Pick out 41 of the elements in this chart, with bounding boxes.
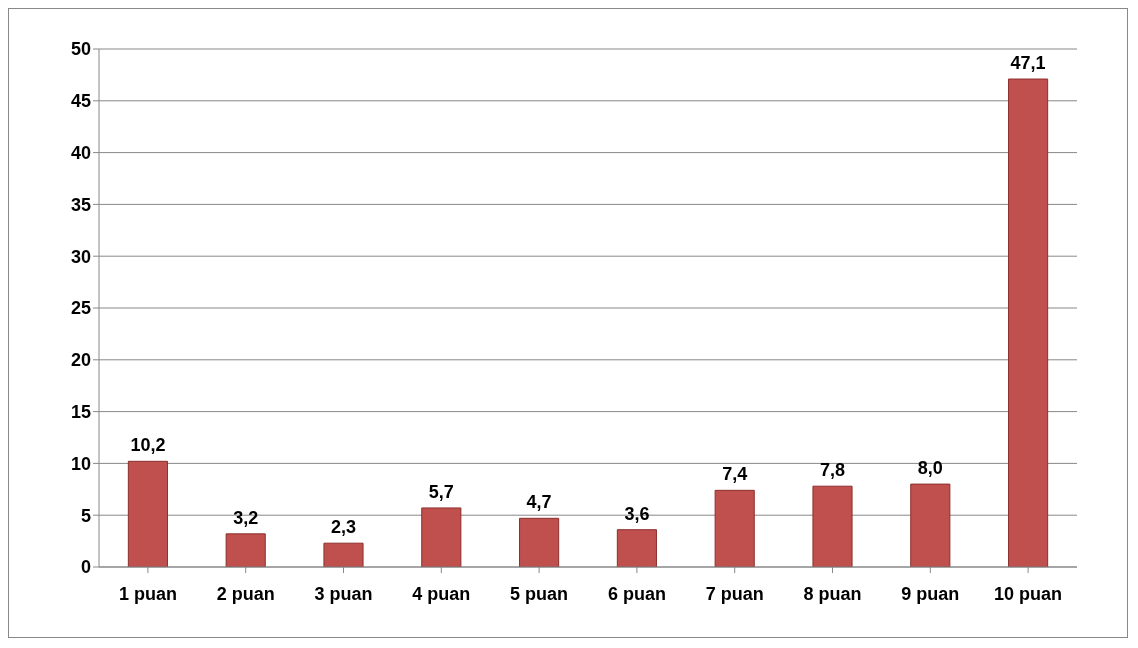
data-label: 2,3 [330,517,357,538]
bar [910,483,951,567]
bar [616,529,657,567]
y-tick-label: 0 [80,557,91,578]
y-tick-label: 25 [70,298,91,319]
data-label: 8,0 [917,458,943,479]
x-tick-label: 8 puan [803,583,862,604]
bar [714,489,755,567]
data-label: 3,6 [624,503,650,524]
bar [127,460,168,567]
x-tick-label: 9 puan [901,583,960,604]
x-tick-label: 6 puan [607,583,666,604]
data-label: 7,4 [722,464,748,485]
x-tick-label: 10 puan [994,583,1063,604]
bar [421,507,462,567]
bar [323,542,364,567]
data-label: 4,7 [526,492,552,513]
x-tick-label: 2 puan [216,583,275,604]
x-tick-label: 4 puan [412,583,471,604]
y-tick-label: 20 [70,350,91,371]
x-tick-label: 1 puan [118,583,177,604]
y-tick-label: 40 [70,142,91,163]
x-tick-label: 5 puan [510,583,569,604]
y-tick-label: 5 [80,505,91,526]
data-label: 10,2 [130,435,166,456]
x-tick-label: 3 puan [314,583,373,604]
data-label: 47,1 [1010,53,1046,74]
bar [1008,78,1049,567]
data-label: 7,8 [819,460,846,481]
data-label: 5,7 [428,481,454,502]
y-tick-label: 45 [70,91,91,112]
y-tick-label: 10 [70,453,91,474]
bar [812,485,853,567]
y-tick-label: 35 [70,194,91,215]
y-tick-label: 50 [70,39,91,60]
bar [519,517,560,567]
data-label: 3,2 [233,507,259,528]
y-tick-label: 15 [70,401,91,422]
x-tick-label: 7 puan [705,583,764,604]
y-tick-label: 30 [70,246,91,267]
bar [225,533,266,567]
